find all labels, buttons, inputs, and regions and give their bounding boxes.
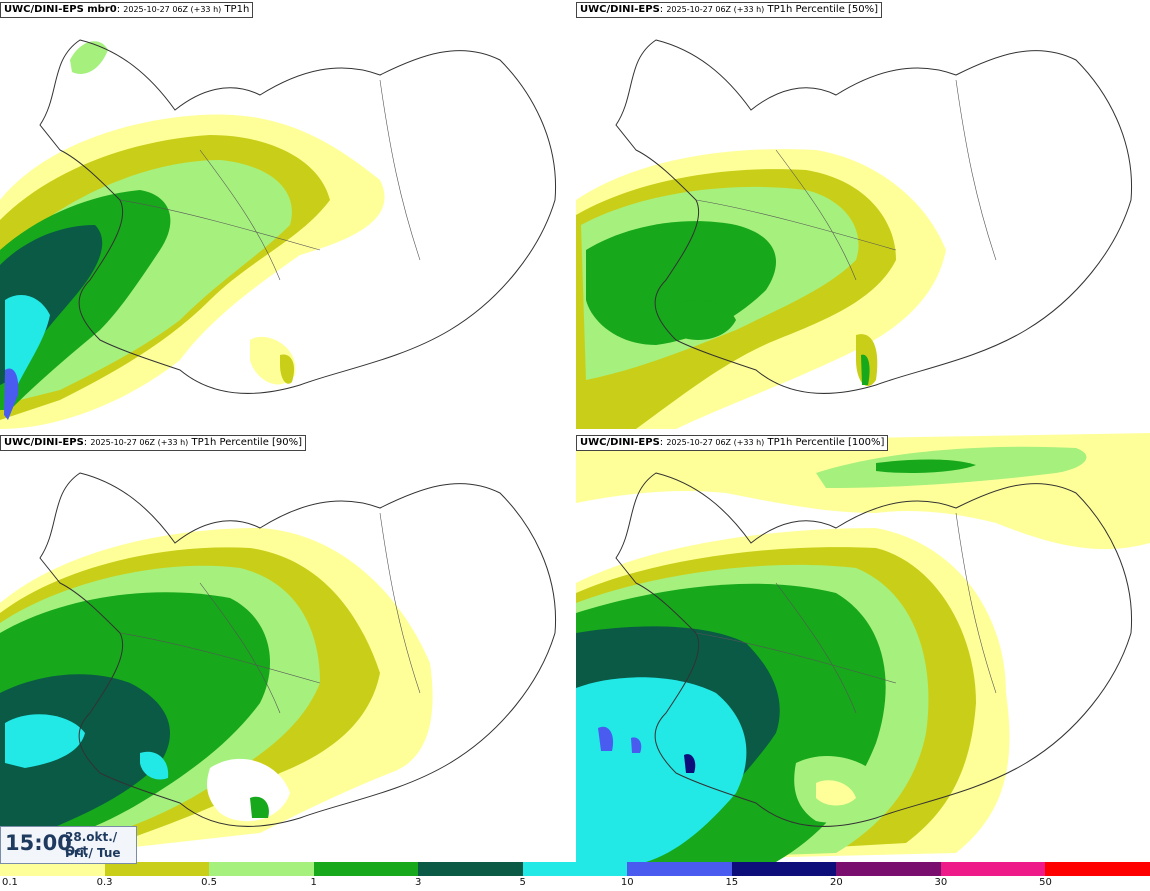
colorbar-segment (836, 862, 941, 876)
precip-colorbar (0, 862, 1150, 876)
colorbar-label: 50 (1039, 877, 1052, 888)
map-canvas (0, 528, 433, 862)
colorbar-label: 1 (310, 877, 317, 888)
map-panel-p90: UWC/DINI-EPS: 2025-10-27 06Z (+33 h) TP1… (0, 433, 574, 862)
model-name: UWC/DINI-EPS mbr0 (4, 4, 117, 15)
model-name: UWC/DINI-EPS (580, 437, 660, 448)
colorbar-label: 5 (519, 877, 526, 888)
colorbar-label: 3 (414, 877, 422, 888)
field-name: TP1h (224, 4, 250, 15)
colorbar-segment (0, 862, 105, 876)
valid-weekday: Þri./ Tue (65, 846, 121, 860)
map-canvas (576, 149, 946, 429)
map-canvas (0, 41, 385, 429)
field-name: TP1h Percentile [100%] (767, 437, 885, 448)
colorbar-segment (104, 862, 210, 876)
colorbar-label: 20 (829, 877, 843, 888)
panel-title: UWC/DINI-EPS: 2025-10-27 06Z (+33 h) TP1… (576, 2, 883, 18)
precipitation-field (576, 433, 1150, 862)
colorbar-label: 0.5 (201, 877, 218, 888)
map-panel-p50: UWC/DINI-EPS: 2025-10-27 06Z (+33 h) TP1… (576, 0, 1150, 429)
colorbar-segment (1045, 862, 1150, 876)
colorbar-segment (418, 862, 523, 876)
coastline-layer (39, 472, 557, 827)
coastline-layer (39, 39, 557, 394)
run-time: 2025-10-27 06Z (+33 h) (90, 438, 189, 447)
colorbar-segment (522, 862, 628, 876)
colorbar-segment (731, 862, 837, 876)
valid-date: 28.okt./ Oct (65, 830, 118, 858)
map-canvas (576, 433, 1150, 862)
colorbar-label: 10 (620, 877, 634, 888)
colorbar-label: 0.1 (2, 877, 18, 888)
colorbar-label: 0.3 (96, 877, 113, 888)
precipitation-field (0, 41, 385, 429)
colorbar-labels: 0.1 0.3 0.5 1 3 5 10 15 20 30 50 (0, 877, 1150, 891)
valid-time: 15:00 (5, 831, 72, 855)
coastline-layer (615, 39, 1133, 394)
panel-title: UWC/DINI-EPS: 2025-10-27 06Z (+33 h) TP1… (0, 435, 307, 451)
run-time: 2025-10-27 06Z (+33 h) (666, 438, 765, 447)
field-name: TP1h Percentile [50%] (767, 4, 879, 15)
model-name: UWC/DINI-EPS (580, 4, 660, 15)
map-panel-p100: UWC/DINI-EPS: 2025-10-27 06Z (+33 h) TP1… (576, 433, 1150, 862)
panel-title: UWC/DINI-EPS mbr0: 2025-10-27 06Z (+33 h… (0, 2, 254, 18)
valid-time-box: 15:00 28.okt./ Oct Þri./ Tue (0, 826, 137, 864)
panel-title: UWC/DINI-EPS: 2025-10-27 06Z (+33 h) TP1… (576, 435, 889, 451)
coastline-layer (615, 472, 1133, 827)
colorbar-segment (209, 862, 314, 876)
colorbar-label: 30 (934, 877, 948, 888)
colorbar-segment (313, 862, 419, 876)
run-time: 2025-10-27 06Z (+33 h) (123, 5, 222, 14)
colorbar-segment (940, 862, 1046, 876)
run-time: 2025-10-27 06Z (+33 h) (666, 5, 765, 14)
precipitation-field (0, 528, 433, 862)
field-name: TP1h Percentile [90%] (191, 437, 303, 448)
precipitation-field (576, 149, 946, 429)
map-panel-mbr0: UWC/DINI-EPS mbr0: 2025-10-27 06Z (+33 h… (0, 0, 574, 429)
colorbar-segment (627, 862, 732, 876)
model-name: UWC/DINI-EPS (4, 437, 84, 448)
colorbar-label: 15 (725, 877, 739, 888)
